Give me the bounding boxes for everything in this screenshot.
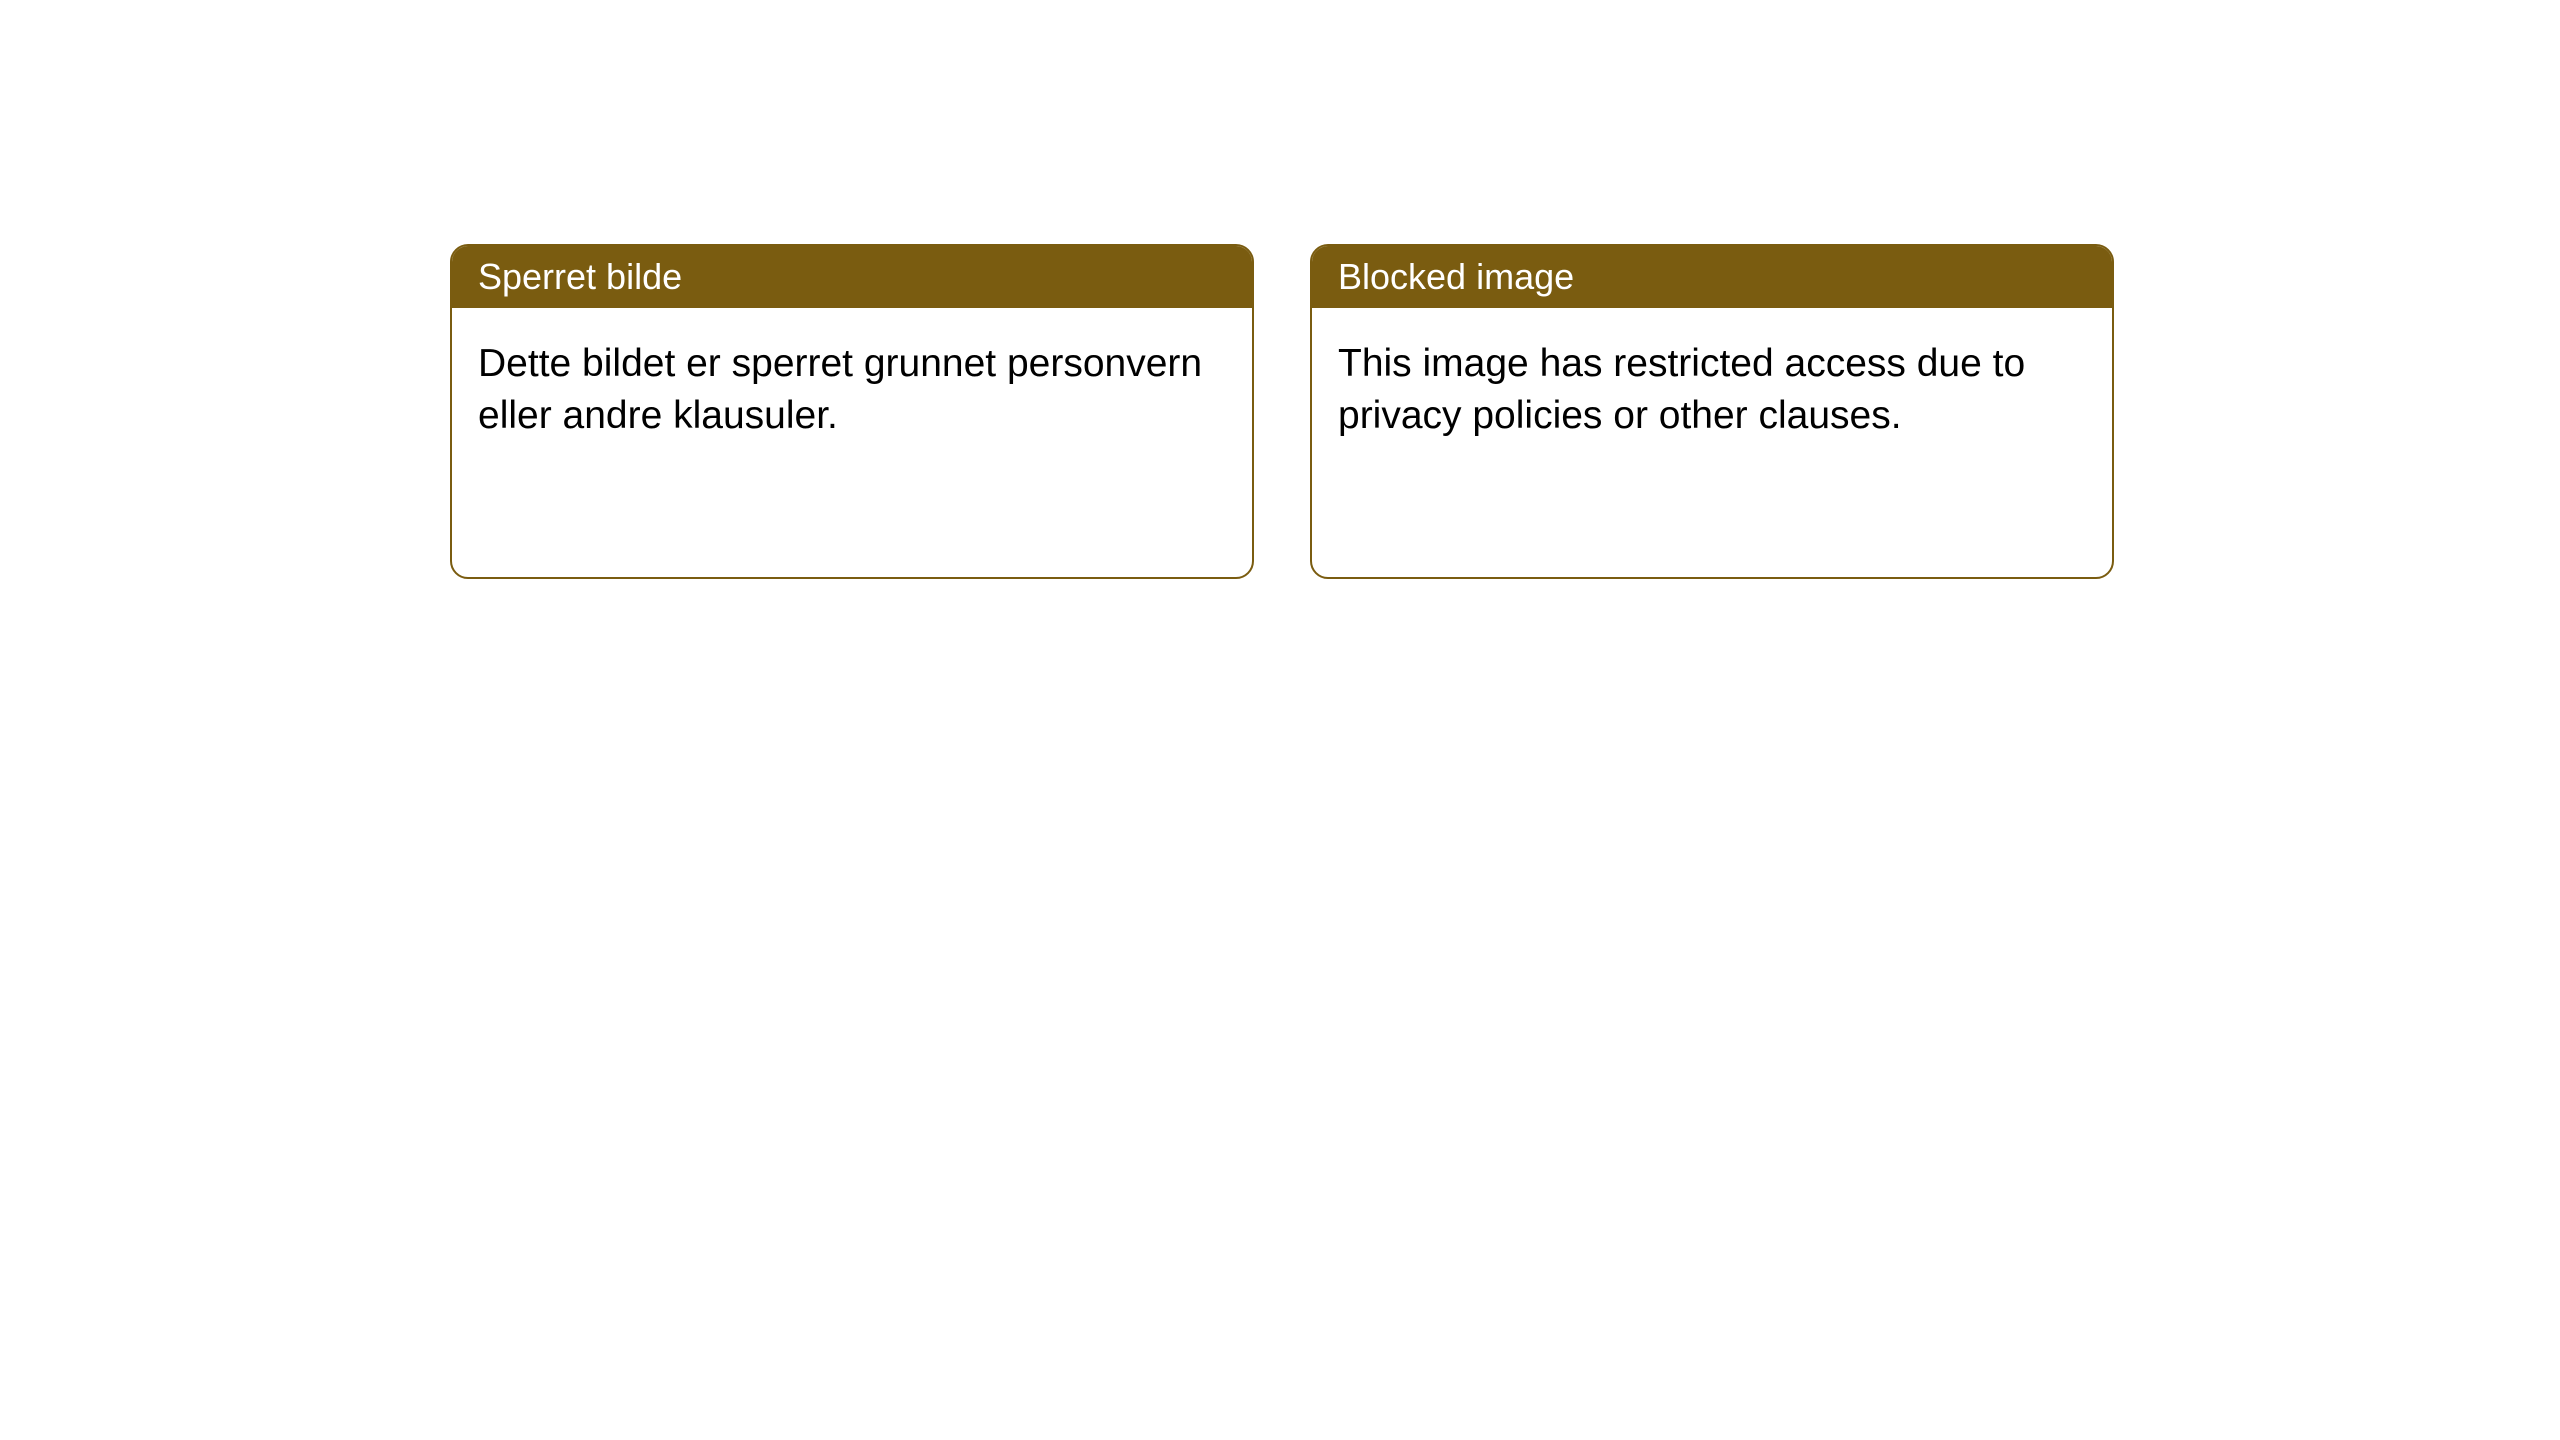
- card-title: Blocked image: [1338, 256, 1574, 297]
- notice-card-english: Blocked image This image has restricted …: [1310, 244, 2114, 579]
- card-header: Blocked image: [1312, 246, 2112, 308]
- card-body-text: This image has restricted access due to …: [1338, 342, 2025, 437]
- card-title: Sperret bilde: [478, 256, 682, 297]
- card-body: Dette bildet er sperret grunnet personve…: [452, 308, 1252, 472]
- card-header: Sperret bilde: [452, 246, 1252, 308]
- notice-card-norwegian: Sperret bilde Dette bildet er sperret gr…: [450, 244, 1254, 579]
- card-body-text: Dette bildet er sperret grunnet personve…: [478, 342, 1202, 437]
- card-body: This image has restricted access due to …: [1312, 308, 2112, 472]
- notice-container: Sperret bilde Dette bildet er sperret gr…: [450, 244, 2114, 579]
